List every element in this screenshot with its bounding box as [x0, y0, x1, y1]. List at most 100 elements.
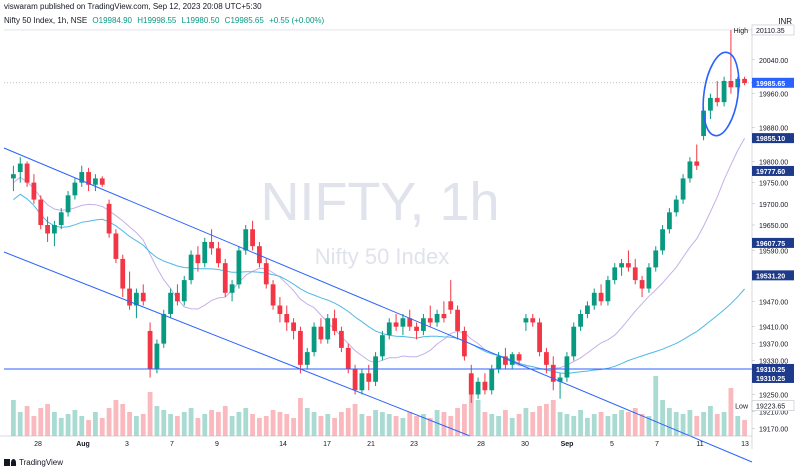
y-tick-label: 19210.00 — [759, 409, 788, 416]
moving-averages — [13, 138, 746, 375]
volume-bar — [639, 414, 645, 436]
y-tick-label: 19590.00 — [759, 248, 788, 255]
candle-body — [31, 182, 37, 200]
x-tick-label: 11 — [696, 441, 703, 448]
volume-bar — [530, 412, 536, 436]
candle-body — [284, 313, 290, 323]
volume-bar — [168, 414, 173, 436]
y-tick-label: 20040.00 — [759, 58, 788, 65]
candle-body — [24, 163, 30, 183]
x-tick-label: 3 — [125, 441, 129, 448]
ma-slow-line — [13, 193, 745, 375]
candle-body — [113, 233, 119, 259]
x-tick-label: 28 — [34, 441, 42, 448]
volume-bar — [496, 416, 501, 436]
volume-bar — [154, 406, 160, 436]
price-tag — [752, 363, 794, 374]
price-tag-label: 19985.65 — [756, 81, 785, 88]
volume-bar — [680, 414, 686, 436]
price-axis[interactable]: 20040.00 19960.00 19880.00 19800.00 19750.00… — [734, 24, 795, 449]
volume-bar — [72, 410, 78, 436]
candle-body — [216, 248, 221, 264]
x-tick-label: 17 — [323, 441, 331, 448]
candle-body — [277, 305, 283, 314]
candle-body — [400, 318, 406, 327]
volume-bar — [325, 414, 331, 436]
watermark-title: NIFTY, 1h — [260, 172, 499, 232]
candle-body — [79, 172, 85, 183]
chart-grid — [4, 29, 752, 84]
volume-bar — [11, 400, 16, 436]
price-tag — [751, 24, 795, 36]
volume-bar — [209, 410, 214, 436]
volume-bar — [86, 420, 91, 436]
candle-body — [632, 267, 638, 281]
volume-bar — [318, 416, 324, 436]
volume-bar — [304, 408, 310, 436]
channel-lower-line — [3, 251, 471, 437]
volume-bar — [598, 412, 604, 436]
candle-body — [462, 330, 467, 357]
footer-brand[interactable]: TradingView — [0, 455, 800, 469]
candle-body — [660, 229, 665, 251]
volume-bar — [140, 414, 146, 436]
volume-bar — [373, 410, 378, 436]
x-tick-label: 9 — [215, 441, 219, 448]
volume-bar — [386, 414, 392, 436]
candle-body — [188, 254, 194, 281]
candle-body — [544, 352, 549, 365]
brand-name: TradingView — [19, 457, 64, 467]
tradingview-logo-icon — [4, 458, 16, 466]
candle-body — [147, 330, 153, 370]
volume-bar — [578, 410, 583, 436]
candle-body — [503, 356, 508, 365]
y-tick-label: 19750.00 — [759, 181, 788, 188]
open-value: O19984.90 — [92, 16, 132, 25]
candle-body — [475, 381, 481, 395]
volume-bar — [462, 404, 467, 436]
volume-bar — [612, 414, 618, 436]
volume-bar — [134, 416, 139, 436]
price-tag-label: 19855.10 — [756, 136, 785, 143]
volume-bar — [400, 418, 406, 436]
volume-bar — [257, 418, 262, 436]
candle-body — [646, 267, 652, 289]
candle-body — [393, 322, 399, 327]
x-tick-label: 21 — [367, 441, 375, 448]
volume-bar — [468, 376, 474, 436]
candle-body — [140, 292, 146, 302]
candle-body — [257, 246, 262, 264]
y-tick-label: 19250.00 — [759, 392, 788, 399]
candle-body — [673, 199, 679, 213]
candle-body — [52, 225, 57, 234]
price-tag-label: 19531.20 — [756, 273, 785, 280]
symbol-name[interactable]: Nifty 50 Index, 1h, NSE — [4, 16, 88, 25]
price-tag — [752, 165, 794, 176]
candle-body — [161, 313, 167, 344]
candle-body — [263, 263, 269, 285]
currency-label: INR — [778, 17, 792, 26]
x-tick-label: Sep — [561, 441, 574, 448]
time-axis[interactable]: 28 Aug 3 7 9 14 17 21 23 28 30 Sep 5 7 11 13 — [0, 435, 752, 448]
candle-body — [509, 354, 515, 365]
x-tick-label: 28 — [477, 441, 485, 448]
volume-bar — [714, 414, 720, 436]
channel-upper-line — [3, 147, 753, 463]
publish-info: viswaram published on TradingView.com, S… — [4, 2, 262, 11]
high-value: H19998.55 — [137, 16, 177, 25]
volume-bar — [339, 412, 344, 436]
candle-body — [468, 373, 474, 395]
volume-bar — [687, 410, 693, 436]
volume-bar — [393, 416, 399, 436]
candle-body — [721, 80, 727, 103]
candle-body — [17, 163, 23, 173]
price-tag — [752, 77, 794, 88]
volume-bar — [291, 418, 296, 436]
candle-body — [571, 326, 577, 357]
volume-bar — [421, 414, 426, 436]
candle-body — [496, 356, 501, 370]
volume-bar — [564, 414, 570, 436]
volume-bar — [270, 410, 276, 436]
candle-body — [352, 369, 358, 391]
